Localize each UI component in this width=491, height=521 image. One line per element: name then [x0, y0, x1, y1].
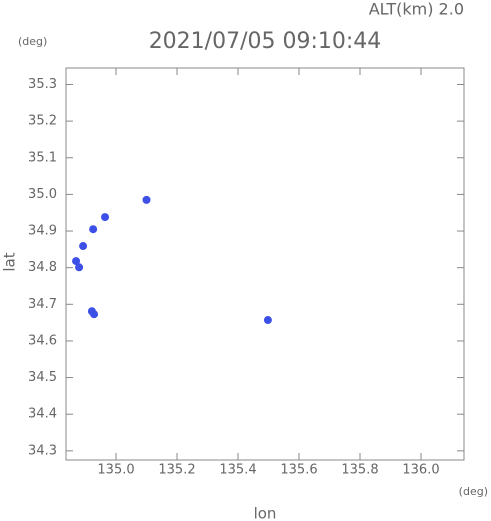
echo-point	[72, 257, 81, 266]
y-tick-label: 34.6	[28, 333, 57, 348]
y-unit: (deg)	[18, 35, 47, 48]
echo-point	[79, 242, 88, 251]
y-axis-label: lat	[1, 252, 19, 271]
echo-point	[75, 263, 84, 272]
y-tick-label: 35.2	[28, 114, 57, 129]
x-tick-label: 135.4	[219, 463, 256, 478]
y-tick-label: 34.5	[28, 370, 57, 385]
x-tick-label: 135.0	[97, 463, 134, 478]
x-tick-label: 135.6	[280, 463, 317, 478]
echo-point	[89, 225, 98, 234]
x-tick-label: 136.0	[402, 463, 439, 478]
x-tick-label: 135.2	[158, 463, 195, 478]
plot-frame	[65, 67, 465, 461]
y-tick-label: 34.9	[28, 224, 57, 239]
x-tick-label: 135.8	[341, 463, 378, 478]
altitude-annotation: ALT(km) 2.0	[369, 0, 464, 19]
y-tick-label: 35.0	[28, 187, 57, 202]
echo-point	[142, 195, 151, 204]
chart-title: 2021/07/05 09:10:44	[149, 29, 382, 54]
y-tick-label: 34.8	[28, 260, 57, 275]
x-unit: (deg)	[459, 485, 488, 498]
y-tick-label: 34.3	[28, 443, 57, 458]
x-axis-label: lon	[254, 505, 277, 521]
echo-point	[90, 310, 99, 319]
echo-point	[101, 213, 110, 222]
echo-point	[263, 316, 272, 325]
y-tick-label: 34.7	[28, 297, 57, 312]
y-tick-label: 35.3	[28, 77, 57, 92]
y-tick-label: 35.1	[28, 150, 57, 165]
y-tick-label: 34.4	[28, 407, 57, 422]
